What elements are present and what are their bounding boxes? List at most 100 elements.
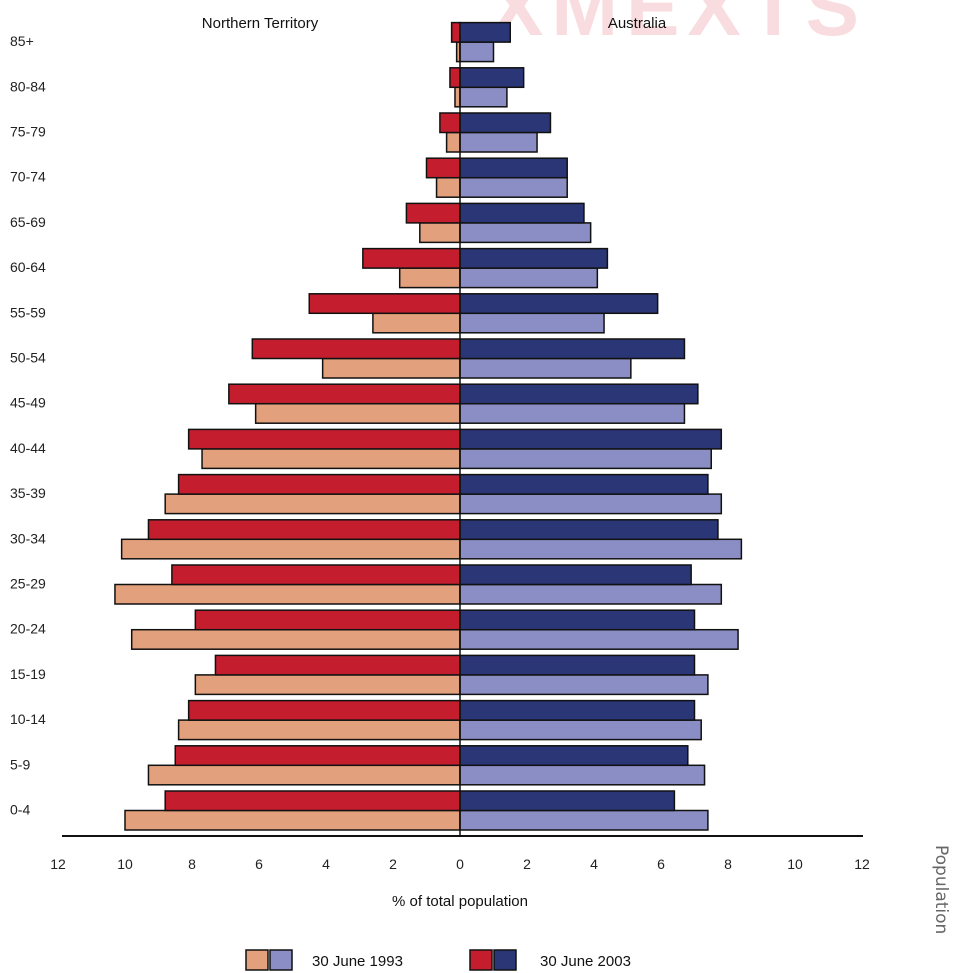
y-tick-label: 10-14 [10,711,46,727]
bar-nt-1993-10-14 [177,719,461,741]
bar-nt-1993-55-59 [372,312,461,334]
y-tick-labels: 0-4 5-9 10-14 15-19 20-24 25-29 30-34 35-39 40-4… [10,33,46,817]
bar-au-1993-20-24 [459,628,739,650]
bar-au-1993-80-84 [459,86,508,108]
legend-label-1993: 30 June 1993 [312,953,403,970]
bar-au-2003-25-29 [459,564,692,586]
y-tick-label: 5-9 [10,756,30,772]
bar-nt-1993-30-34 [120,538,461,560]
bar-nt-2003-55-59 [308,293,461,315]
x-tick-label: 0 [456,856,464,872]
bar-au-2003-40-44 [459,428,723,450]
x-axis-label: % of total population [392,893,528,910]
side-caption: Population [931,845,951,935]
x-tick-label: 6 [657,856,665,872]
bar-au-2003-50-54 [459,338,686,360]
bar-au-2003-75-79 [459,112,552,134]
x-tick-label: 8 [724,856,732,872]
bar-nt-2003-65-69 [405,202,461,224]
bar-nt-2003-50-54 [251,338,461,360]
bar-nt-1993-45-49 [254,402,461,424]
bar-au-2003-10-14 [459,699,696,721]
y-tick-label: 65-69 [10,214,46,230]
bar-au-1993-55-59 [459,312,605,334]
bar-au-2003-55-59 [459,293,659,315]
y-tick-label: 85+ [10,33,34,49]
bar-au-1993-15-19 [459,674,709,696]
bar-nt-1993-60-64 [398,267,461,289]
bar-au-1993-85+ [459,41,495,63]
bar-au-1993-25-29 [459,583,723,605]
bar-au-2003-35-39 [459,473,709,495]
bar-au-1993-45-49 [459,402,686,424]
y-tick-label: 0-4 [10,802,30,818]
bar-au-1993-70-74 [459,176,568,198]
y-tick-label: 60-64 [10,259,46,275]
bar-au-2003-60-64 [459,247,609,269]
bar-au-2003-45-49 [459,383,699,405]
bar-nt-2003-25-29 [171,564,461,586]
y-tick-label: 25-29 [10,576,46,592]
bar-nt-1993-65-69 [419,222,461,244]
legend-swatch-2003-au [493,949,517,971]
bar-nt-1993-15-19 [194,674,461,696]
bar-au-2003-30-34 [459,519,719,541]
x-tick-label: 4 [322,856,330,872]
bar-au-2003-70-74 [459,157,568,179]
y-tick-label: 75-79 [10,124,46,140]
x-tick-label: 4 [590,856,598,872]
legend: 30 June 1993 30 June 2003 [245,949,631,971]
bar-au-1993-65-69 [459,222,592,244]
bars-group [114,21,743,831]
bar-nt-2003-60-64 [362,247,461,269]
y-tick-label: 80-84 [10,78,46,94]
bar-nt-2003-35-39 [177,473,461,495]
bar-au-1993-30-34 [459,538,743,560]
bar-nt-1993-25-29 [114,583,461,605]
y-tick-label: 70-74 [10,169,46,185]
x-tick-label: 8 [188,856,196,872]
y-tick-label: 55-59 [10,304,46,320]
bar-au-2003-5-9 [459,745,689,767]
bar-au-1993-0-4 [459,809,709,831]
y-tick-label: 40-44 [10,440,46,456]
x-tick-label: 2 [389,856,397,872]
bar-au-1993-10-14 [459,719,702,741]
x-tick-label: 12 [854,856,870,872]
bar-nt-1993-50-54 [321,357,461,379]
y-tick-label: 45-49 [10,395,46,411]
legend-label-2003: 30 June 2003 [540,953,631,970]
bar-nt-1993-0-4 [124,809,461,831]
bar-nt-1993-40-44 [201,448,461,470]
bar-nt-1993-35-39 [164,493,461,515]
x-tick-label: 6 [255,856,263,872]
bar-au-1993-35-39 [459,493,723,515]
bar-nt-2003-75-79 [439,112,461,134]
bar-nt-2003-80-84 [449,67,461,89]
x-tick-label: 10 [117,856,133,872]
x-tick-labels: 12 10 8 6 4 2 0 2 4 6 8 10 12 [50,856,870,872]
bar-nt-1993-70-74 [435,176,461,198]
bar-nt-2003-5-9 [174,745,461,767]
bar-nt-1993-75-79 [445,131,461,153]
y-tick-label: 35-39 [10,485,46,501]
bar-au-1993-5-9 [459,764,706,786]
legend-swatch-2003-nt [469,949,493,971]
bar-au-1993-75-79 [459,131,538,153]
bar-nt-2003-10-14 [187,699,461,721]
bar-nt-2003-15-19 [214,654,461,676]
panel-title-left: Northern Territory [202,15,319,32]
legend-swatch-1993-nt [245,949,269,971]
bar-nt-1993-20-24 [130,628,461,650]
y-tick-label: 20-24 [10,621,46,637]
x-tick-label: 10 [787,856,803,872]
bar-nt-2003-30-34 [147,519,461,541]
x-tick-label: 2 [523,856,531,872]
bar-au-2003-85+ [459,21,511,43]
x-tick-label: 12 [50,856,66,872]
y-tick-label: 15-19 [10,666,46,682]
bar-au-2003-15-19 [459,654,696,676]
bar-nt-2003-45-49 [228,383,461,405]
bar-nt-2003-0-4 [164,790,461,812]
